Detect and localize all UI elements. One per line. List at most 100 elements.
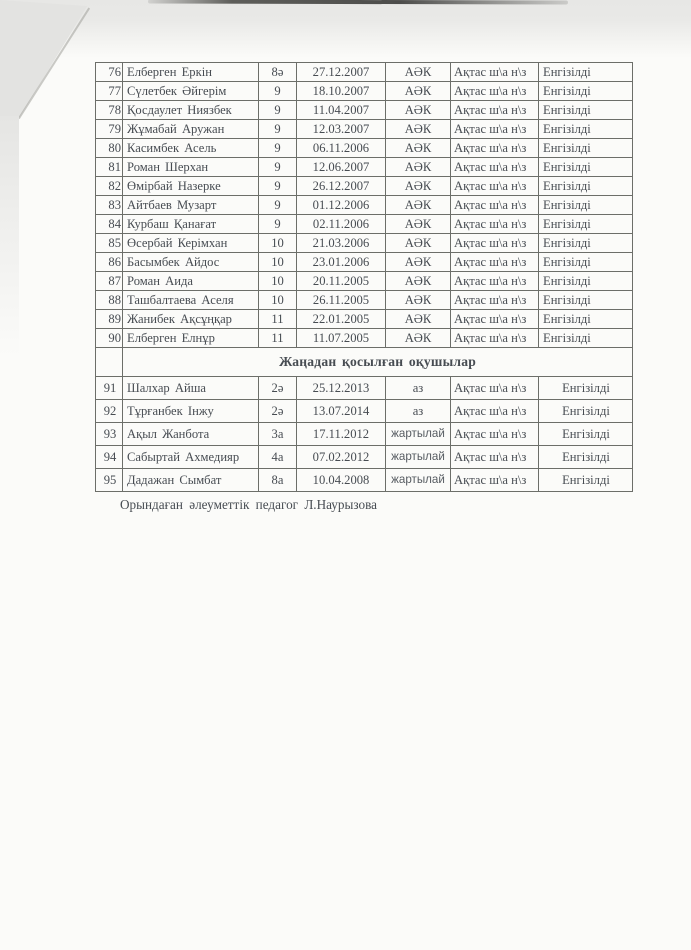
table-row: 79 Жұмабай Аружан 9 12.03.2007 АӘК Ақтас ш\а …: [95, 119, 633, 139]
birth-date: 25.12.2013: [296, 376, 386, 400]
aid-category: АӘК: [385, 252, 451, 272]
birth-date: 21.03.2006: [296, 233, 386, 253]
aid-category: АӘК: [385, 214, 451, 234]
student-name: Сабыртай Ахмедияр: [122, 445, 259, 469]
birth-date: 26.11.2005: [296, 290, 386, 310]
grade: 9: [258, 100, 297, 120]
birth-date: 18.10.2007: [296, 81, 386, 101]
student-name: Дадажан Сымбат: [122, 468, 259, 492]
status: Енгізілді: [538, 157, 633, 177]
row-number: 94: [95, 445, 123, 469]
aid-category: АӘК: [385, 176, 451, 196]
district: Ақтас ш\а н\з: [450, 328, 539, 348]
aid-category: АӘК: [385, 290, 451, 310]
status: Енгізілді: [538, 445, 633, 469]
row-number: 79: [95, 119, 123, 139]
aid-category: АӘК: [385, 309, 451, 329]
grade: 9: [258, 176, 297, 196]
grade: 10: [258, 290, 297, 310]
birth-date: 22.01.2005: [296, 309, 386, 329]
aid-category: жартылай: [385, 445, 451, 469]
grade: 9: [258, 138, 297, 158]
district: Ақтас ш\а н\з: [450, 195, 539, 215]
district: Ақтас ш\а н\з: [450, 119, 539, 139]
table-row: 87 Роман Аида 10 20.11.2005 АӘК Ақтас ш\а н\з…: [95, 271, 633, 291]
page-corner-fold: [0, 0, 88, 120]
table-row: 93 Ақыл Жанбота 3а 17.11.2012 жартылай Ақтас …: [95, 422, 633, 446]
student-name: Өмірбай Назерке: [122, 176, 259, 196]
grade: 3а: [258, 422, 297, 446]
grade: 11: [258, 328, 297, 348]
status: Енгізілді: [538, 399, 633, 423]
students-table-wrap: 76 Елберген Еркін 8ә 27.12.2007 АӘК Ақтас ш\а…: [95, 62, 633, 492]
scanner-shadow-left: [0, 116, 19, 356]
birth-date: 11.04.2007: [296, 100, 386, 120]
student-name: Ташбалтаева Аселя: [122, 290, 259, 310]
district: Ақтас ш\а н\з: [450, 422, 539, 446]
status: Енгізілді: [538, 468, 633, 492]
status: Енгізілді: [538, 62, 633, 82]
student-name: Курбаш Қанағат: [122, 214, 259, 234]
row-number: 86: [95, 252, 123, 272]
student-name: Тұрғанбек Інжу: [122, 399, 259, 423]
district: Ақтас ш\а н\з: [450, 214, 539, 234]
grade: 9: [258, 81, 297, 101]
district: Ақтас ш\а н\з: [450, 271, 539, 291]
status: Енгізілді: [538, 328, 633, 348]
row-number: 95: [95, 468, 123, 492]
grade: 2ә: [258, 399, 297, 423]
status: Енгізілді: [538, 422, 633, 446]
students-table: 76 Елберген Еркін 8ә 27.12.2007 АӘК Ақтас ш\а…: [95, 62, 633, 492]
aid-category: АӘК: [385, 328, 451, 348]
birth-date: 23.01.2006: [296, 252, 386, 272]
status: Енгізілді: [538, 119, 633, 139]
grade: 9: [258, 195, 297, 215]
aid-category: АӘК: [385, 62, 451, 82]
grade: 8ә: [258, 62, 297, 82]
status: Енгізілді: [538, 252, 633, 272]
section-header-row: Жаңадан қосылған оқушылар: [95, 347, 633, 377]
status: Енгізілді: [538, 138, 633, 158]
student-name: Елберген Елнұр: [122, 328, 259, 348]
grade: 10: [258, 252, 297, 272]
district: Ақтас ш\а н\з: [450, 376, 539, 400]
district: Ақтас ш\а н\з: [450, 138, 539, 158]
table-row: 91 Шалхар Айша 2ә 25.12.2013 аз Ақтас ш\а н\з…: [95, 376, 633, 400]
status: Енгізілді: [538, 376, 633, 400]
status: Енгізілді: [538, 233, 633, 253]
status: Енгізілді: [538, 100, 633, 120]
birth-date: 17.11.2012: [296, 422, 386, 446]
row-number: 90: [95, 328, 123, 348]
grade: 10: [258, 233, 297, 253]
district: Ақтас ш\а н\з: [450, 309, 539, 329]
grade: 11: [258, 309, 297, 329]
student-name: Касимбек Асель: [122, 138, 259, 158]
district: Ақтас ш\а н\з: [450, 252, 539, 272]
aid-category: жартылай: [385, 468, 451, 492]
aid-category: АӘК: [385, 81, 451, 101]
student-name: Шалхар Айша: [122, 376, 259, 400]
aid-category: жартылай: [385, 422, 451, 446]
district: Ақтас ш\а н\з: [450, 176, 539, 196]
student-name: Басымбек Айдос: [122, 252, 259, 272]
table-row: 85 Өсербай Керімхан 10 21.03.2006 АӘК Ақтас ш…: [95, 233, 633, 253]
student-name: Роман Шерхан: [122, 157, 259, 177]
aid-category: АӘК: [385, 233, 451, 253]
table-row: 83 Айтбаев Музарт 9 01.12.2006 АӘК Ақтас ш\а …: [95, 195, 633, 215]
student-name: Қосдаулет Ниязбек: [122, 100, 259, 120]
birth-date: 20.11.2005: [296, 271, 386, 291]
district: Ақтас ш\а н\з: [450, 157, 539, 177]
students-table-body: 76 Елберген Еркін 8ә 27.12.2007 АӘК Ақтас ш\а…: [95, 62, 633, 492]
grade: 9: [258, 119, 297, 139]
row-number: 93: [95, 422, 123, 446]
birth-date: 12.06.2007: [296, 157, 386, 177]
student-name: Өсербай Керімхан: [122, 233, 259, 253]
district: Ақтас ш\а н\з: [450, 81, 539, 101]
birth-date: 12.03.2007: [296, 119, 386, 139]
aid-category: АӘК: [385, 100, 451, 120]
status: Енгізілді: [538, 214, 633, 234]
table-row: 78 Қосдаулет Ниязбек 9 11.04.2007 АӘК Ақтас ш…: [95, 100, 633, 120]
aid-category: АӘК: [385, 119, 451, 139]
table-row: 90 Елберген Елнұр 11 11.07.2005 АӘК Ақтас ш\а…: [95, 328, 633, 348]
